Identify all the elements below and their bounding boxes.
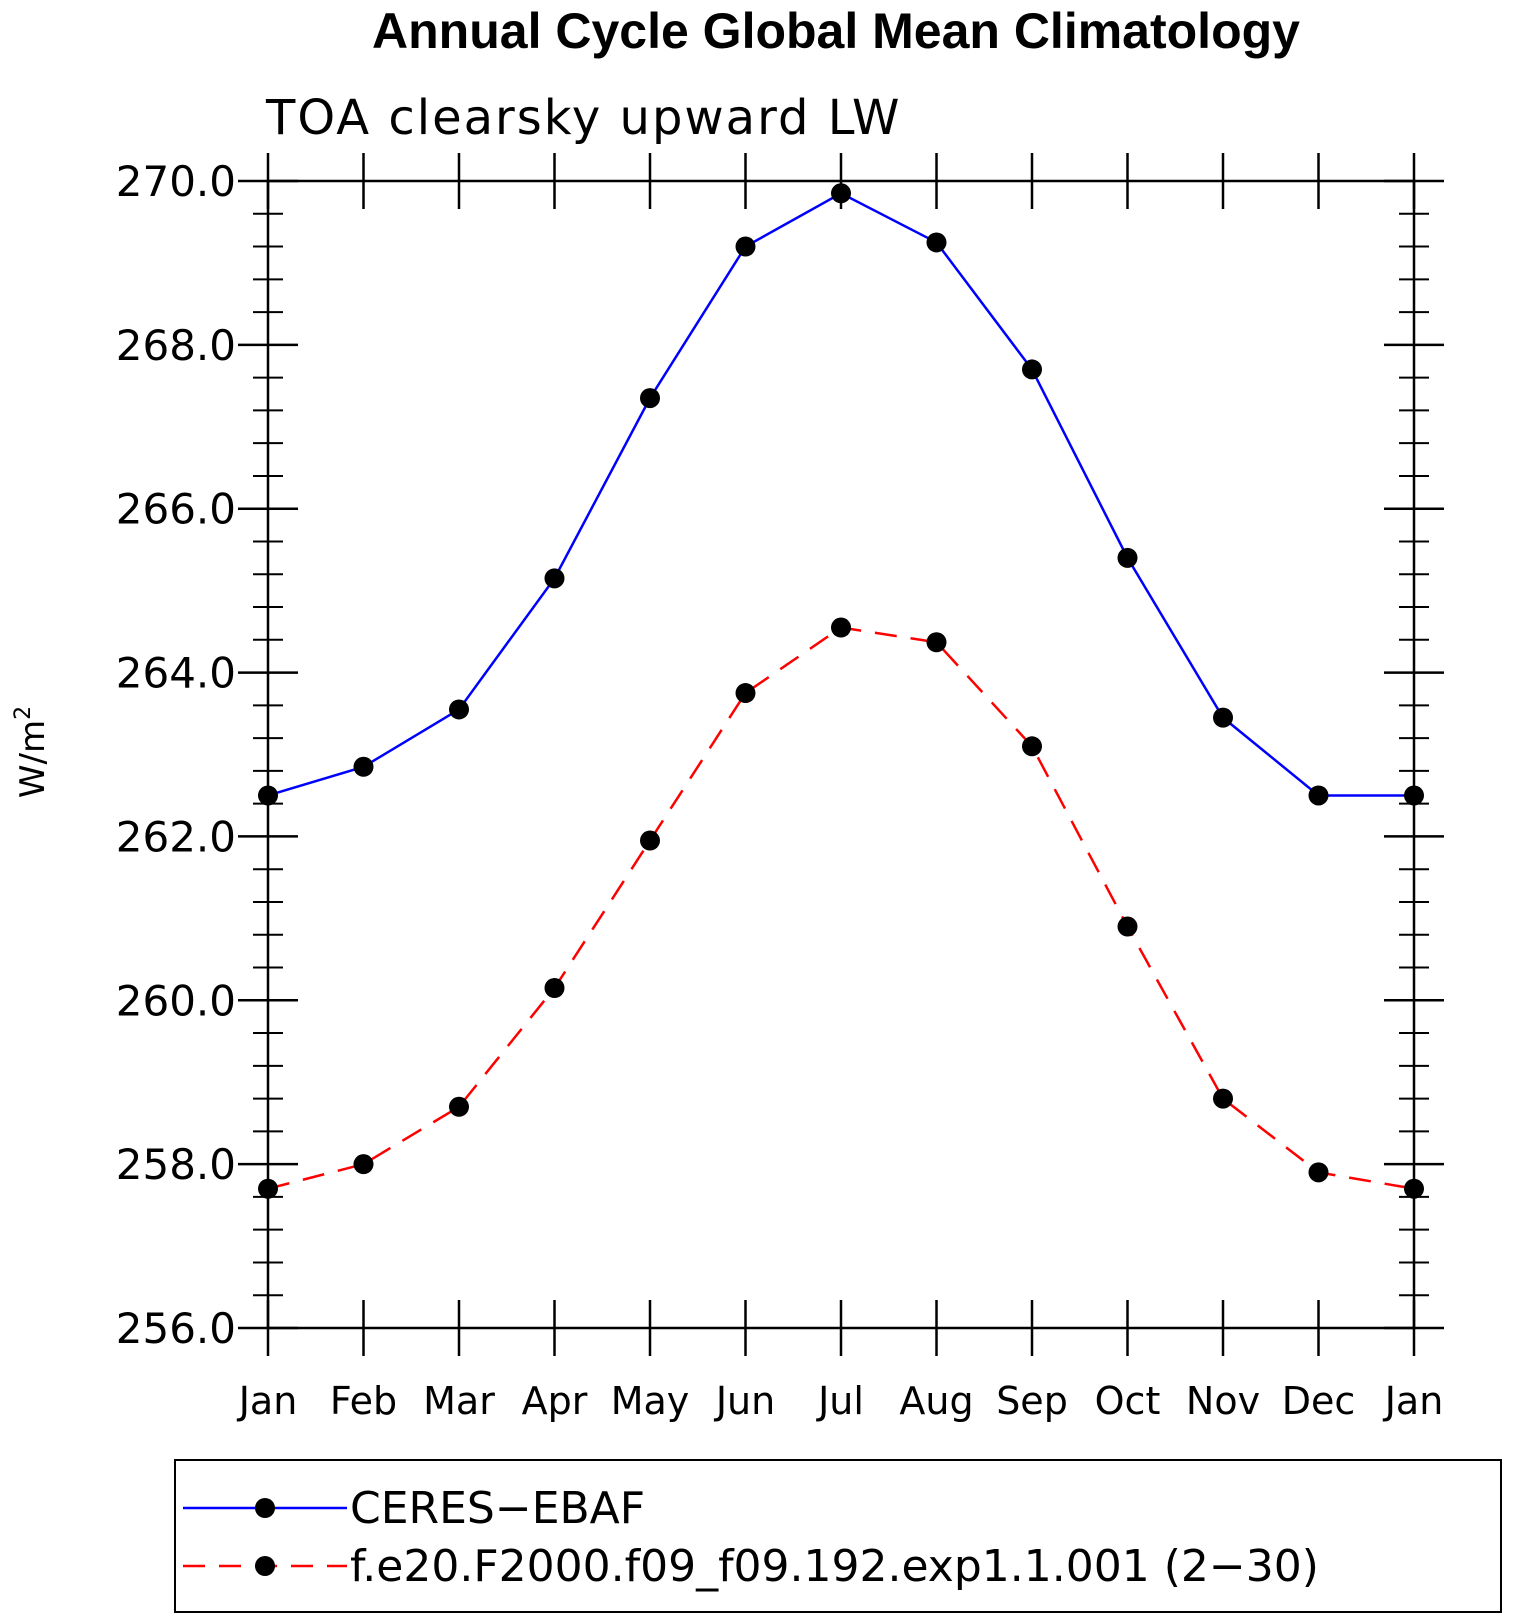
y-tick-label: 260.0 bbox=[116, 976, 236, 1025]
series-1-point bbox=[640, 388, 660, 409]
series-1-point bbox=[1117, 547, 1138, 568]
x-tick-label: May bbox=[611, 1379, 690, 1423]
series-1-point bbox=[353, 756, 374, 777]
chart-subtitle: TOA clearsky upward LW bbox=[265, 90, 902, 146]
series-1-point bbox=[1022, 359, 1042, 380]
series-2-point bbox=[1213, 1088, 1233, 1109]
legend: CERES−EBAF f.e20.F2000.f09_f09.192.exp1.1… bbox=[174, 1459, 1502, 1613]
series-2-point bbox=[1404, 1178, 1424, 1199]
x-tick-label: Jun bbox=[714, 1379, 775, 1423]
series-1-point bbox=[1308, 785, 1329, 806]
x-tick-label: Jan bbox=[237, 1379, 298, 1423]
y-tick-label: 262.0 bbox=[116, 812, 236, 861]
x-tick-label: Aug bbox=[899, 1379, 973, 1423]
series-2-point bbox=[544, 977, 565, 998]
x-tick-label: Oct bbox=[1095, 1379, 1161, 1423]
x-tick-label: Jan bbox=[1383, 1379, 1444, 1423]
x-tick-label: Dec bbox=[1282, 1379, 1356, 1423]
series-2-point bbox=[735, 683, 756, 704]
series-2-point bbox=[1022, 736, 1042, 757]
x-tick-label: Nov bbox=[1186, 1379, 1260, 1423]
y-tick-label: 258.0 bbox=[116, 1140, 236, 1189]
series-line-1 bbox=[267, 191, 1414, 797]
series-2-point bbox=[449, 1096, 469, 1117]
x-tick-label: Mar bbox=[423, 1379, 495, 1423]
plot-area: 256.0 258.0 260.0 262.0 264.0 266.0 268.0 270.0… bbox=[116, 153, 1444, 1423]
series-2-point bbox=[353, 1154, 374, 1175]
series-2-point bbox=[1308, 1162, 1329, 1183]
series-1-point bbox=[926, 232, 947, 253]
y-tick-label: 270.0 bbox=[116, 157, 236, 206]
svg-text:W/m2: W/m2 bbox=[11, 706, 53, 798]
x-tick-label: Jul bbox=[816, 1379, 864, 1423]
y-tick-label: 264.0 bbox=[116, 649, 236, 698]
legend-box bbox=[174, 1459, 1502, 1613]
series-line-2 bbox=[267, 626, 1415, 1190]
legend-marker-2 bbox=[255, 1556, 275, 1576]
series-1-point bbox=[544, 568, 565, 589]
y-axis-label: W/m2 bbox=[11, 706, 53, 798]
series-1-point bbox=[449, 699, 469, 720]
series-2-point bbox=[926, 632, 947, 653]
series-1-point bbox=[831, 183, 851, 204]
series-1-point bbox=[1213, 707, 1233, 728]
series-2-point bbox=[1117, 916, 1138, 937]
x-tick-label: Sep bbox=[996, 1379, 1068, 1423]
y-tick-label: 256.0 bbox=[116, 1304, 236, 1353]
y-axis-label-superscript: 2 bbox=[11, 706, 36, 720]
x-tick-label: Apr bbox=[522, 1379, 588, 1423]
series-1-point bbox=[258, 785, 278, 806]
legend-items: CERES−EBAF f.e20.F2000.f09_f09.192.exp1.1… bbox=[183, 1483, 1319, 1592]
series-2-point bbox=[831, 617, 851, 638]
series-2-point bbox=[640, 830, 660, 851]
series-2-point bbox=[258, 1178, 278, 1199]
x-tick-label: Feb bbox=[330, 1379, 397, 1423]
y-axis-label-text: W/m bbox=[13, 720, 53, 798]
series-1-point bbox=[735, 236, 756, 257]
legend-label-2: f.e20.F2000.f09_f09.192.exp1.1.001 (2−30… bbox=[350, 1541, 1319, 1592]
legend-label-1: CERES−EBAF bbox=[350, 1483, 645, 1534]
plot-frame bbox=[266, 179, 1416, 1330]
series-1-point bbox=[1404, 785, 1424, 806]
chart-title: Annual Cycle Global Mean Climatology bbox=[372, 3, 1300, 59]
y-tick-label: 268.0 bbox=[116, 321, 236, 370]
legend-marker-1 bbox=[255, 1498, 275, 1518]
y-tick-label: 266.0 bbox=[116, 485, 236, 534]
